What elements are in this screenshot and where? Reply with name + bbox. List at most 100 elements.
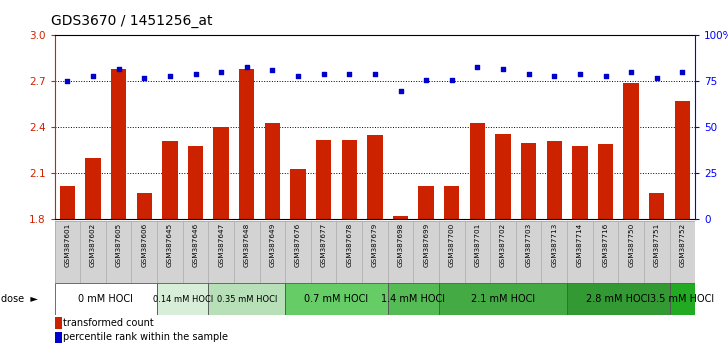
Bar (464, 221, 490, 283)
Text: 1.4 mM HOCl: 1.4 mM HOCl (381, 294, 446, 304)
Point (190, 71, 202, 77)
Text: 0 mM HOCl: 0 mM HOCl (79, 294, 133, 304)
Bar (341, 140, 357, 219)
Text: GSM387649: GSM387649 (269, 223, 275, 267)
Text: GSM387700: GSM387700 (448, 223, 455, 267)
Text: GSM387602: GSM387602 (90, 223, 96, 267)
Bar (388, 283, 439, 315)
Text: GSM387601: GSM387601 (64, 223, 71, 267)
Text: GSM387646: GSM387646 (192, 223, 199, 267)
Text: GSM387750: GSM387750 (628, 223, 634, 267)
Text: GSM387648: GSM387648 (244, 223, 250, 267)
Text: GSM387703: GSM387703 (526, 223, 531, 267)
Point (625, 69, 637, 75)
Bar (234, 221, 260, 283)
Text: 0.7 mM HOCl: 0.7 mM HOCl (304, 294, 368, 304)
Point (215, 69, 227, 75)
Bar (162, 141, 178, 219)
Point (497, 66, 509, 72)
Point (318, 71, 330, 77)
Text: percentile rank within the sample: percentile rank within the sample (63, 332, 229, 342)
Bar (290, 169, 306, 219)
Point (138, 75, 150, 81)
Point (369, 71, 381, 77)
Point (651, 75, 662, 81)
Bar (419, 186, 434, 219)
Bar (670, 221, 695, 283)
Point (523, 71, 534, 77)
Bar (157, 283, 208, 315)
Text: GSM387716: GSM387716 (603, 223, 609, 267)
Bar (414, 221, 439, 283)
Point (292, 73, 304, 79)
Bar (362, 221, 388, 283)
Bar (670, 283, 695, 315)
Point (676, 69, 688, 75)
Bar (393, 216, 408, 219)
Text: GSM387714: GSM387714 (577, 223, 583, 267)
Text: 2.8 mM HOCl: 2.8 mM HOCl (586, 294, 650, 304)
Bar (265, 123, 280, 219)
Bar (208, 221, 234, 283)
Bar (239, 69, 255, 219)
Text: GSM387678: GSM387678 (347, 223, 352, 267)
Bar (137, 193, 152, 219)
Text: GSM387605: GSM387605 (116, 223, 122, 267)
Bar (55, 317, 63, 329)
Text: GSM387699: GSM387699 (423, 223, 430, 267)
Bar (85, 158, 100, 219)
Text: GSM387679: GSM387679 (372, 223, 378, 267)
Bar (316, 140, 331, 219)
Bar (311, 221, 336, 283)
Point (113, 66, 124, 72)
Bar (495, 133, 511, 219)
Point (241, 64, 253, 69)
Bar (336, 221, 362, 283)
Text: transformed count: transformed count (63, 318, 154, 328)
Text: GSM387698: GSM387698 (397, 223, 403, 267)
Bar (183, 221, 208, 283)
Bar (157, 221, 183, 283)
Point (395, 88, 406, 93)
Bar (567, 283, 670, 315)
Text: GDS3670 / 1451256_at: GDS3670 / 1451256_at (51, 14, 213, 28)
Text: 2.1 mM HOCl: 2.1 mM HOCl (471, 294, 535, 304)
Bar (490, 221, 516, 283)
Text: GSM387647: GSM387647 (218, 223, 224, 267)
Bar (644, 221, 670, 283)
Bar (618, 221, 644, 283)
Bar (60, 186, 75, 219)
Bar (260, 221, 285, 283)
Text: 3.5 mM HOCl: 3.5 mM HOCl (650, 294, 714, 304)
Text: GSM387676: GSM387676 (295, 223, 301, 267)
Point (87, 73, 99, 79)
Bar (439, 283, 567, 315)
Bar (439, 221, 464, 283)
Bar (367, 135, 383, 219)
Point (266, 68, 278, 73)
Bar (593, 221, 618, 283)
Text: GSM387645: GSM387645 (167, 223, 173, 267)
Bar (80, 221, 106, 283)
Bar (516, 221, 542, 283)
Bar (55, 283, 157, 315)
Point (62, 79, 74, 84)
Bar (675, 101, 690, 219)
Bar (444, 186, 459, 219)
Bar (111, 69, 127, 219)
Bar (213, 127, 229, 219)
Bar (132, 221, 157, 283)
Point (600, 73, 612, 79)
Bar (285, 283, 388, 315)
Bar (470, 123, 485, 219)
Bar (547, 141, 562, 219)
Bar (285, 221, 311, 283)
Text: GSM387751: GSM387751 (654, 223, 660, 267)
Bar (208, 283, 285, 315)
Text: GSM387752: GSM387752 (679, 223, 686, 267)
Bar (542, 221, 567, 283)
Text: GSM387677: GSM387677 (320, 223, 327, 267)
Bar (55, 332, 63, 343)
Text: GSM387702: GSM387702 (500, 223, 506, 267)
Point (574, 71, 586, 77)
